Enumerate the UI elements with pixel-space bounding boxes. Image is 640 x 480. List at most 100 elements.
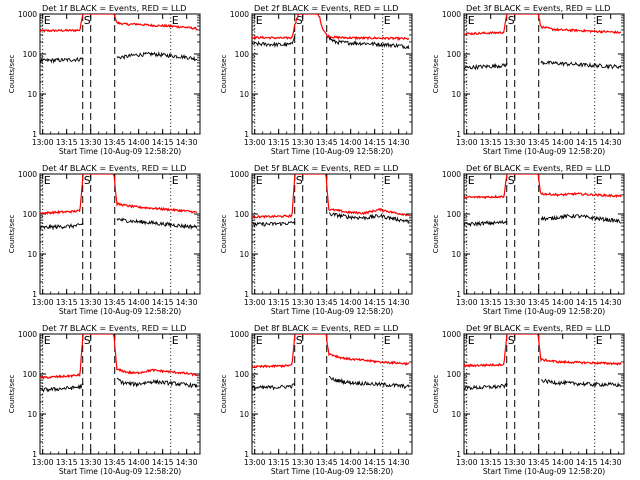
- x-tick-label: 13:30: [504, 138, 526, 147]
- series-line-events: [252, 33, 410, 50]
- series-line-lld: [252, 174, 410, 220]
- marker-label-S: S: [296, 334, 303, 347]
- marker-label-E: E: [256, 14, 263, 27]
- x-tick-label: 13:30: [80, 458, 102, 467]
- panel-title: Det 4f BLACK = Events, RED = LLD: [42, 163, 186, 173]
- x-axis-label: Start Time (10-Aug-09 12:58:20): [483, 147, 605, 156]
- series-group: [252, 334, 410, 392]
- x-tick-label: 13:45: [104, 458, 126, 467]
- series-group: [464, 14, 622, 71]
- series-line-events: [464, 213, 622, 228]
- y-tick-label: 10: [239, 90, 249, 99]
- marker-label-S: S: [296, 174, 303, 187]
- y-tick-label: 100: [447, 370, 462, 379]
- panel-frame: [463, 333, 625, 455]
- x-tick-label: 13:00: [456, 298, 478, 307]
- x-tick-label: 14:30: [388, 458, 410, 467]
- x-tick-label: 14:00: [340, 298, 362, 307]
- y-tick-label: 100: [23, 370, 38, 379]
- x-tick-label: 13:00: [456, 138, 478, 147]
- panel-det-2: Det 2f BLACK = Events, RED = LLD 1 10 100 10…: [220, 3, 413, 156]
- x-tick-label: 13:15: [480, 298, 502, 307]
- series-line-lld: [40, 334, 197, 380]
- x-tick-label: 14:15: [576, 138, 598, 147]
- series-group: [40, 14, 198, 64]
- x-tick-label: 14:00: [340, 458, 362, 467]
- panel-det-9: Det 9f BLACK = Events, RED = LLD 1 10 100 10…: [432, 323, 625, 476]
- x-tick-label: 13:30: [80, 138, 102, 147]
- panel-det-1: Det 1f BLACK = Events, RED = LLD 1 10 100 10…: [8, 3, 201, 156]
- y-tick-label: 100: [447, 210, 462, 219]
- series-line-lld: [40, 14, 198, 33]
- x-tick-label: 14:15: [364, 298, 386, 307]
- y-axis-label: Counts/sec: [220, 215, 228, 254]
- panel-frame: [251, 333, 413, 455]
- y-axis-label: Counts/sec: [220, 375, 228, 414]
- y-tick-label: 1000: [442, 330, 461, 339]
- y-tick-label: 100: [235, 50, 250, 59]
- y-tick-label: 100: [23, 210, 38, 219]
- y-tick-label: 1: [244, 130, 249, 139]
- x-axis-label: Start Time (10-Aug-09 12:58:20): [59, 307, 181, 316]
- series-group: [464, 174, 622, 228]
- marker-label-E: E: [256, 174, 263, 187]
- series-line-events: [464, 378, 622, 391]
- series-group: [40, 174, 198, 231]
- y-tick-label: 100: [23, 50, 38, 59]
- marker-label-E: E: [44, 14, 51, 27]
- panel-frame: [39, 173, 201, 295]
- marker-label-E: E: [596, 14, 603, 27]
- x-tick-label: 14:00: [128, 458, 150, 467]
- y-tick-label: 10: [27, 90, 37, 99]
- x-axis-label: Start Time (10-Aug-09 12:58:20): [483, 467, 605, 476]
- marker-label-S: S: [84, 174, 91, 187]
- marker-label-S: S: [84, 334, 91, 347]
- y-tick-label: 1000: [230, 170, 249, 179]
- x-tick-label: 14:15: [152, 138, 174, 147]
- panel-title: Det 7f BLACK = Events, RED = LLD: [42, 323, 186, 333]
- panel-frame: [463, 13, 625, 135]
- x-tick-label: 14:30: [388, 138, 410, 147]
- marker-label-E: E: [44, 334, 51, 347]
- x-tick-label: 13:15: [56, 138, 78, 147]
- y-tick-label: 1000: [18, 330, 37, 339]
- marker-label-E: E: [172, 174, 179, 187]
- x-tick-label: 13:45: [104, 298, 126, 307]
- panel-frame: [251, 173, 413, 295]
- x-tick-label: 14:30: [176, 138, 198, 147]
- y-tick-label: 1000: [18, 170, 37, 179]
- panel-frame: [251, 13, 413, 135]
- x-tick-label: 13:30: [292, 138, 314, 147]
- x-tick-label: 13:30: [80, 298, 102, 307]
- y-tick-label: 100: [235, 210, 250, 219]
- x-tick-label: 13:30: [292, 298, 314, 307]
- marker-label-E: E: [384, 334, 391, 347]
- marker-label-S: S: [508, 174, 515, 187]
- x-tick-label: 13:30: [292, 458, 314, 467]
- panel-frame: [39, 333, 201, 455]
- y-tick-label: 10: [239, 250, 249, 259]
- y-tick-label: 1: [32, 130, 37, 139]
- x-tick-label: 14:30: [600, 138, 622, 147]
- x-tick-label: 14:30: [600, 458, 622, 467]
- y-tick-label: 10: [451, 410, 461, 419]
- y-tick-label: 1000: [230, 10, 249, 19]
- panel-title: Det 1f BLACK = Events, RED = LLD: [42, 3, 186, 13]
- x-tick-label: 13:15: [268, 298, 290, 307]
- y-tick-label: 1: [244, 450, 249, 459]
- y-tick-label: 100: [235, 370, 250, 379]
- x-tick-label: 14:00: [552, 138, 574, 147]
- x-tick-label: 13:45: [316, 298, 338, 307]
- y-axis-label: Counts/sec: [220, 55, 228, 94]
- y-tick-label: 10: [451, 90, 461, 99]
- x-tick-label: 13:00: [244, 138, 266, 147]
- y-tick-label: 1000: [442, 170, 461, 179]
- panel-title: Det 9f BLACK = Events, RED = LLD: [466, 323, 610, 333]
- x-tick-label: 14:15: [576, 458, 598, 467]
- x-tick-label: 13:00: [32, 298, 54, 307]
- series-line-events: [252, 212, 410, 227]
- x-tick-label: 14:15: [152, 458, 174, 467]
- x-tick-label: 14:00: [128, 138, 150, 147]
- y-tick-label: 1: [456, 290, 461, 299]
